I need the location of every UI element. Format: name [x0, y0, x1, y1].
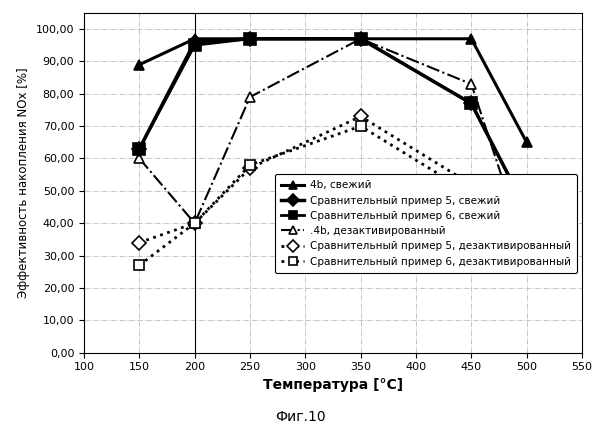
Y-axis label: Эффективность накопления NOx [%]: Эффективность накопления NOx [%]	[17, 68, 30, 298]
Text: Фиг.10: Фиг.10	[275, 410, 325, 424]
Legend: 4b, свежий, Сравнительный пример 5, свежий, Сравнительный пример 6, свежий, .4b,: 4b, свежий, Сравнительный пример 5, свеж…	[275, 174, 577, 273]
X-axis label: Температура [°C]: Температура [°C]	[263, 378, 403, 392]
